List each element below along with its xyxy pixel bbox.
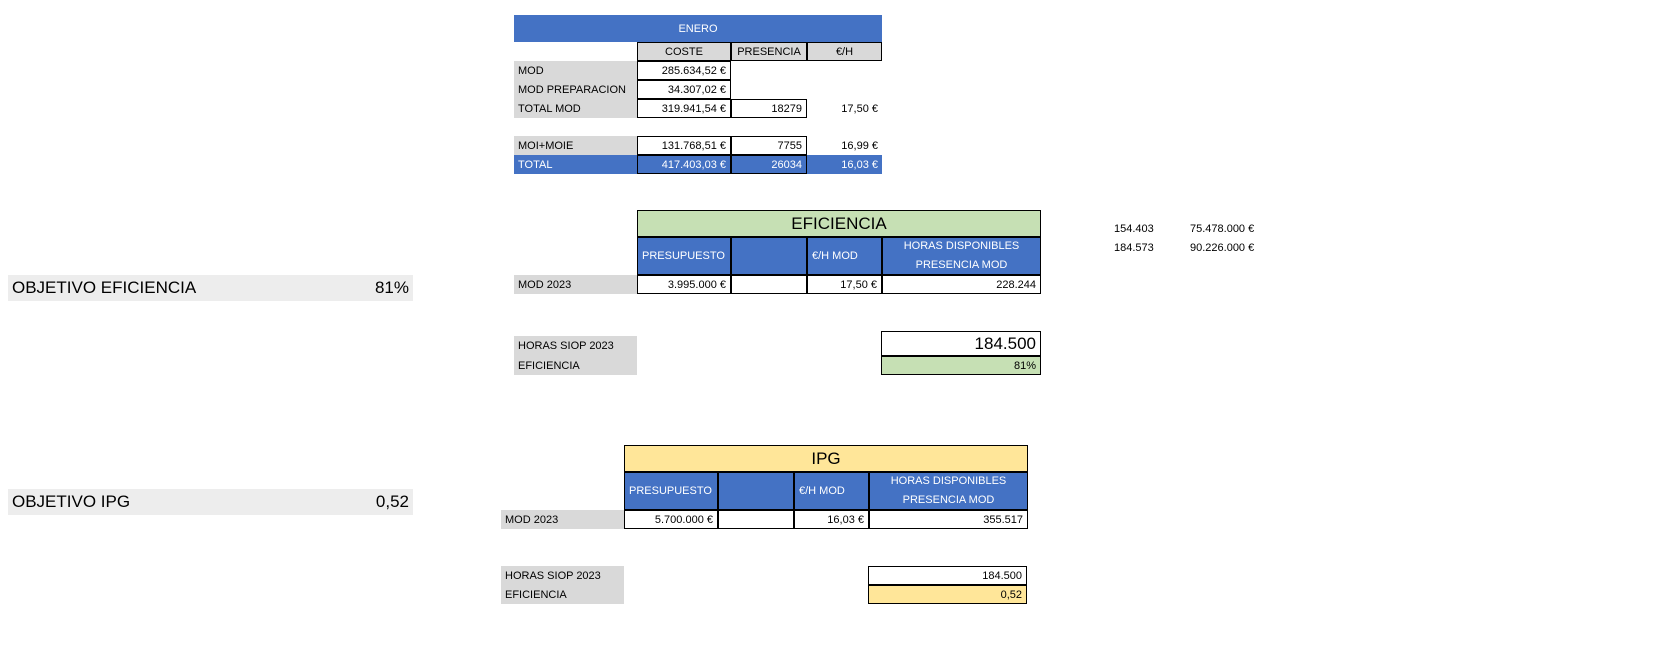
column-header: €/H MOD — [794, 472, 869, 510]
objective-value: 81% — [308, 275, 413, 301]
blank-header — [718, 472, 794, 510]
row-label: EFICIENCIA — [501, 585, 624, 604]
value-cell: 131.768,51 € — [637, 136, 731, 155]
value-cell: 228.244 — [882, 275, 1041, 294]
objective-label: OBJETIVO EFICIENCIA — [8, 275, 308, 301]
row-label: HORAS SIOP 2023 — [514, 336, 637, 356]
row-label: MOI+MOIE — [514, 136, 637, 155]
row-label: MOD — [514, 61, 637, 80]
value-cell: 417.403,03 € — [637, 155, 731, 174]
blank-cell — [718, 510, 794, 529]
blank-cell — [731, 275, 807, 294]
column-header: PRESUPUESTO — [624, 472, 718, 510]
value-cell: 16,03 € — [794, 510, 869, 529]
objective-label: OBJETIVO IPG — [8, 489, 308, 515]
note-cell: 90.226.000 € — [1190, 241, 1255, 254]
column-header: COSTE — [637, 42, 731, 61]
note-cell: 75.478.000 € — [1190, 222, 1255, 235]
note-cell: 184.573 — [1114, 241, 1154, 254]
value-cell: 0,52 — [868, 585, 1027, 604]
value-cell: 285.634,52 € — [637, 61, 731, 80]
value-cell: 355.517 — [869, 510, 1028, 529]
value-cell: 18279 — [731, 99, 807, 118]
row-label: MOD 2023 — [501, 510, 624, 529]
block-title: IPG — [624, 445, 1028, 472]
note-cell: 154.403 — [1114, 222, 1154, 235]
value-cell: 81% — [881, 356, 1041, 375]
value-cell: 17,50 € — [807, 275, 882, 294]
column-header: HORAS DISPONIBLES PRESENCIA MOD — [869, 472, 1028, 510]
table-title: ENERO — [514, 15, 882, 42]
column-header: HORAS DISPONIBLES PRESENCIA MOD — [882, 237, 1041, 275]
value-cell: 34.307,02 € — [637, 80, 731, 99]
row-label: MOD 2023 — [514, 275, 637, 294]
value-cell: 184.500 — [881, 331, 1041, 356]
column-header: PRESENCIA — [731, 42, 807, 61]
row-label: MOD PREPARACION — [514, 80, 637, 99]
value-cell: 16,03 € — [807, 155, 882, 174]
value-cell: 26034 — [731, 155, 807, 174]
column-header: €/H — [807, 42, 882, 61]
value-cell: 184.500 — [868, 566, 1027, 585]
value-cell: 7755 — [731, 136, 807, 155]
value-cell: 3.995.000 € — [637, 275, 731, 294]
block-title: EFICIENCIA — [637, 210, 1041, 237]
column-header: PRESUPUESTO — [637, 237, 731, 275]
value-cell: 5.700.000 € — [624, 510, 718, 529]
blank-cell — [514, 42, 637, 61]
value-cell: 16,99 € — [841, 139, 878, 152]
value-cell: 17,50 € — [841, 102, 878, 115]
row-label: EFICIENCIA — [514, 356, 637, 375]
value-cell: 319.941,54 € — [637, 99, 731, 118]
objective-value: 0,52 — [308, 489, 413, 515]
row-label: TOTAL — [514, 155, 637, 174]
row-label: TOTAL MOD — [514, 99, 637, 118]
column-header: €/H MOD — [807, 237, 882, 275]
blank-header — [731, 237, 807, 275]
row-label: HORAS SIOP 2023 — [501, 566, 624, 585]
